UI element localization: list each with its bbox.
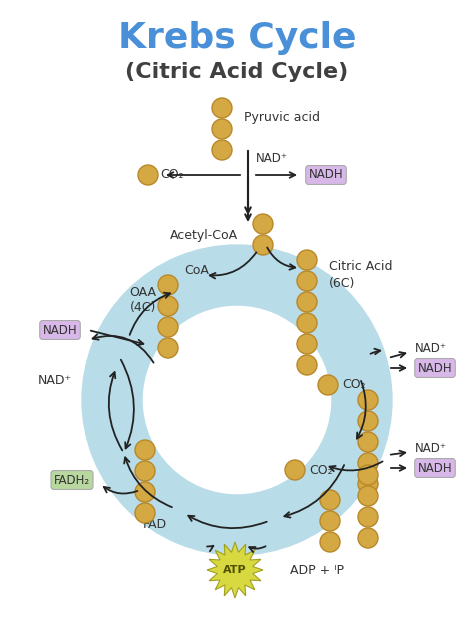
Circle shape [320, 490, 340, 510]
Text: OAA
(4C): OAA (4C) [129, 285, 156, 315]
Circle shape [212, 98, 232, 118]
Circle shape [285, 460, 305, 480]
Circle shape [297, 250, 317, 270]
Circle shape [358, 528, 378, 548]
Circle shape [297, 334, 317, 354]
Circle shape [297, 355, 317, 375]
Text: Citric Acid
(6C): Citric Acid (6C) [329, 260, 392, 290]
Circle shape [158, 275, 178, 295]
Text: NADH: NADH [418, 362, 452, 374]
Polygon shape [207, 542, 263, 598]
Text: (Citric Acid Cycle): (Citric Acid Cycle) [126, 62, 348, 82]
Text: ATP: ATP [223, 565, 247, 575]
Circle shape [358, 411, 378, 431]
Circle shape [138, 165, 158, 185]
Circle shape [212, 119, 232, 139]
Text: CoA: CoA [184, 263, 209, 276]
Circle shape [358, 486, 378, 506]
Circle shape [158, 296, 178, 316]
Circle shape [358, 432, 378, 452]
Circle shape [358, 465, 378, 485]
Circle shape [358, 474, 378, 494]
Circle shape [135, 482, 155, 502]
Text: FAD: FAD [143, 519, 167, 531]
Circle shape [253, 214, 273, 234]
Text: Pyruvic acid: Pyruvic acid [244, 112, 320, 124]
Circle shape [158, 338, 178, 358]
Text: CO₂: CO₂ [309, 463, 333, 476]
Circle shape [135, 440, 155, 460]
Circle shape [297, 292, 317, 312]
Circle shape [253, 235, 273, 255]
Text: CO₂: CO₂ [342, 378, 365, 392]
Circle shape [358, 507, 378, 527]
Text: NAD⁺: NAD⁺ [415, 442, 447, 454]
Text: Krebs Cycle: Krebs Cycle [118, 21, 356, 55]
Text: NADH: NADH [43, 324, 77, 337]
Text: NAD⁺: NAD⁺ [415, 342, 447, 354]
Circle shape [135, 461, 155, 481]
Text: NADH: NADH [418, 462, 452, 474]
Circle shape [320, 511, 340, 531]
Circle shape [358, 453, 378, 473]
Circle shape [135, 503, 155, 523]
Text: Acetyl-CoA: Acetyl-CoA [170, 228, 238, 242]
Circle shape [158, 317, 178, 337]
Circle shape [358, 390, 378, 410]
Text: FADH₂: FADH₂ [54, 474, 90, 487]
Text: NAD⁺: NAD⁺ [256, 151, 288, 165]
Circle shape [318, 375, 338, 395]
Text: NADH: NADH [309, 169, 343, 181]
Text: ADP + ᴵP: ADP + ᴵP [290, 563, 344, 576]
Text: CO₂: CO₂ [160, 169, 183, 181]
Circle shape [297, 271, 317, 291]
Circle shape [320, 532, 340, 552]
Circle shape [212, 140, 232, 160]
Circle shape [297, 313, 317, 333]
Text: NAD⁺: NAD⁺ [38, 374, 72, 387]
